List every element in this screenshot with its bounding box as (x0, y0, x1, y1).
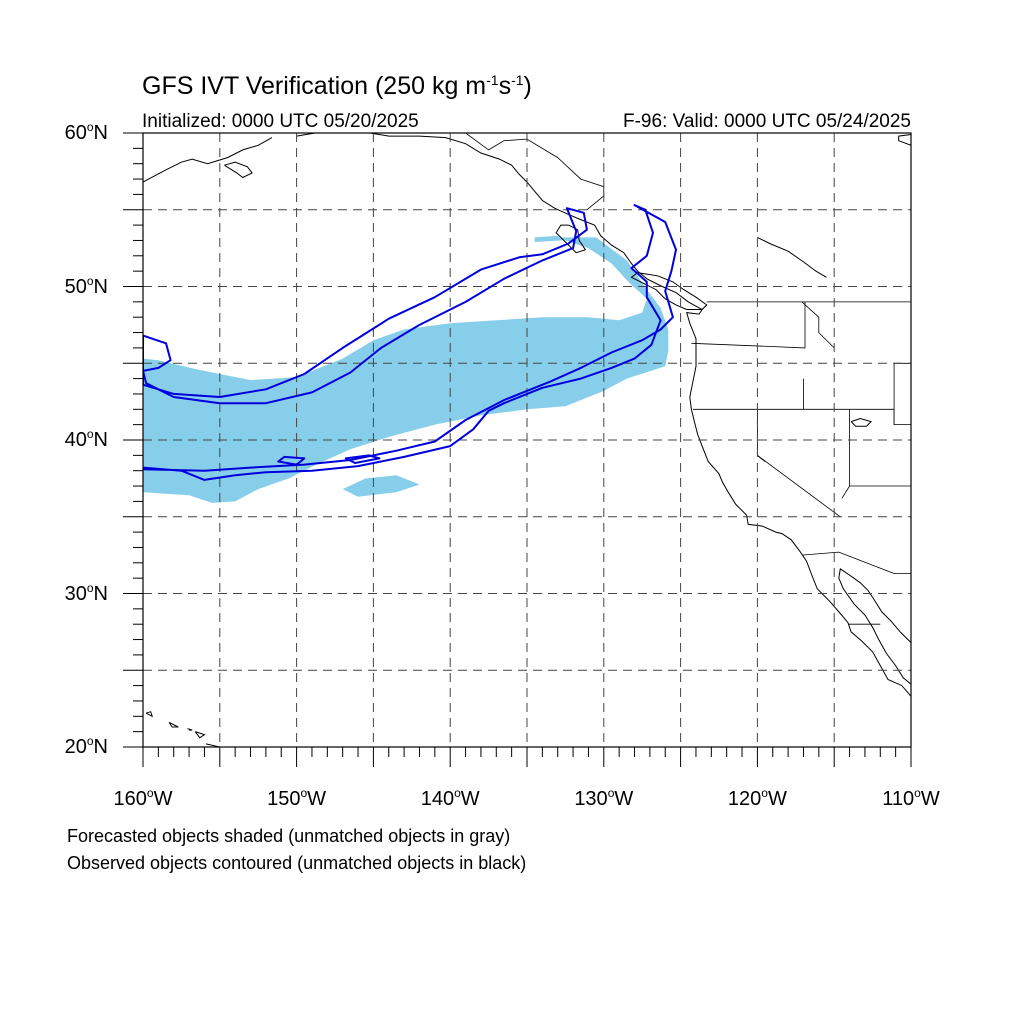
lat-tick-value: 30 (64, 582, 87, 605)
lon-tick-label: 160oW (88, 786, 198, 811)
lon-tick-label: 140oW (395, 786, 505, 811)
lat-tick-value: 20 (64, 736, 87, 758)
axis-ticks-layer (123, 132, 912, 767)
lon-hemisphere: W (767, 788, 787, 810)
degree-symbol: o (300, 786, 308, 800)
degree-symbol: o (86, 427, 94, 441)
degree-symbol: o (607, 786, 615, 800)
lat-tick-value: 40 (64, 429, 87, 451)
lon-hemisphere: W (307, 788, 327, 810)
lon-tick-label: 120oW (702, 786, 812, 811)
lat-tick-label: 40oN (50, 427, 108, 452)
legend-forecast-note: Forecasted objects shaded (unmatched obj… (67, 826, 511, 846)
coastline-4 (838, 568, 911, 685)
lon-tick-value: 120 (727, 788, 762, 810)
title-close: ) (523, 72, 532, 100)
title-unit-s-exponent: -1 (511, 72, 524, 88)
lon-tick-value: 150 (267, 788, 301, 810)
degree-symbol: o (86, 580, 94, 595)
valid-time-label: F-96: Valid: 0000 UTC 05/24/2025 (623, 111, 911, 132)
degree-symbol: o (86, 734, 94, 748)
coastline-10 (187, 728, 193, 731)
lat-tick-value: 50 (64, 275, 87, 298)
border-line-8 (801, 551, 911, 574)
lon-hemisphere: W (614, 788, 634, 810)
coastline-7 (224, 161, 253, 179)
title-main: GFS IVT Verification (250 kg m (142, 72, 487, 100)
observed-ivt-object-2 (143, 204, 677, 481)
forecast-ivt-object-2 (342, 475, 420, 497)
observed-ivt-object-4 (277, 455, 306, 466)
degree-symbol: o (914, 786, 921, 800)
border-line-6 (801, 301, 835, 349)
observed-ivt-object-3 (344, 454, 381, 464)
lat-hemisphere: N (93, 582, 108, 605)
lon-tick-value: 160 (113, 788, 147, 810)
lat-tick-label: 50oN (50, 274, 108, 299)
coastline-9 (168, 721, 179, 728)
observed-objects-layer (143, 204, 677, 481)
lon-tick-label: 150oW (242, 786, 352, 811)
lat-hemisphere: N (93, 736, 108, 758)
coastline-12 (205, 743, 221, 747)
degree-symbol: o (761, 786, 768, 800)
title-unit-m-exponent: -1 (486, 72, 499, 88)
lat-tick-value: 60 (64, 122, 87, 144)
lat-hemisphere: N (93, 122, 108, 144)
forecast-ivt-object-3 (534, 235, 563, 242)
coastline-layer (143, 133, 911, 747)
coastline-5 (630, 272, 708, 310)
forecast-ivt-object-1 (143, 237, 669, 503)
plot-frame (142, 132, 912, 748)
degree-symbol: o (86, 120, 94, 134)
degree-symbol: o (454, 786, 461, 800)
lon-tick-value: 140 (420, 788, 455, 810)
init-time-label: Initialized: 0000 UTC 05/20/2025 (142, 111, 419, 132)
border-line-5 (757, 409, 841, 518)
chart-title: GFS IVT Verification (250 kg m-1s-1) (142, 72, 532, 101)
lat-tick-label: 60oN (50, 120, 108, 145)
lon-tick-label: 130oW (549, 786, 659, 811)
forecast-objects-layer (143, 235, 669, 503)
coastline-14 (898, 134, 911, 146)
coastline-8 (145, 711, 154, 718)
title-unit-s: s (498, 72, 512, 100)
lat-hemisphere: N (93, 275, 108, 298)
lat-tick-label: 20oN (50, 734, 108, 759)
lon-tick-label: 110oW (856, 786, 966, 811)
border-line-2 (692, 408, 911, 426)
lon-tick-value: 110 (882, 788, 915, 810)
graticule-layer (143, 133, 911, 747)
lon-tick-value: 130 (574, 788, 608, 810)
lon-hemisphere: W (460, 788, 480, 810)
coastline-11 (194, 731, 206, 739)
border-line-7 (841, 409, 850, 499)
coastline-3 (370, 133, 911, 697)
lat-hemisphere: N (93, 429, 108, 451)
coastline-15 (757, 236, 827, 278)
lat-tick-label: 30oN (50, 581, 108, 606)
degree-symbol: o (146, 786, 154, 800)
border-line-13 (465, 133, 605, 211)
coastline-6 (555, 224, 587, 254)
observed-ivt-object-1 (143, 207, 588, 405)
coastline-1 (143, 137, 273, 183)
legend-observed-note: Observed objects contoured (unmatched ob… (67, 853, 527, 873)
border-line-3 (691, 301, 806, 349)
degree-symbol: o (86, 273, 94, 288)
coastline-13 (850, 417, 873, 427)
lon-hemisphere: W (920, 788, 940, 810)
lon-hemisphere: W (153, 788, 173, 810)
